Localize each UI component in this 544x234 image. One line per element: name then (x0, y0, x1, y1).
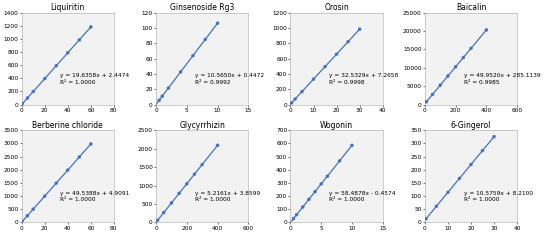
Point (189, 54, 197, 58)
Point (23, 96, 32, 100)
Point (344, 40, 353, 44)
Point (190, 172, 199, 176)
Point (459, 56, 468, 59)
Point (29, 207, 38, 211)
Point (436, 83, 444, 87)
Point (478, 149, 487, 153)
Point (305, 197, 313, 201)
Title: Wogonin: Wogonin (320, 121, 353, 130)
Point (292, 213, 301, 217)
Point (75, 155, 84, 159)
Point (490, 135, 498, 139)
Text: y = 32.5329x + 7.2658
R² = 0.9998: y = 32.5329x + 7.2658 R² = 0.9998 (329, 73, 398, 85)
Point (18, 102, 27, 106)
Text: y = 5.2161x + 3.8599
R² = 1.0000: y = 5.2161x + 3.8599 R² = 1.0000 (195, 191, 260, 202)
Title: Ginsenoside Rg3: Ginsenoside Rg3 (170, 4, 234, 12)
Point (153, 218, 162, 222)
Point (86, 142, 95, 146)
Point (52, 64, 60, 68)
Point (40, 194, 49, 198)
Point (159, 211, 168, 214)
Point (348, 144, 356, 147)
Point (332, 52, 341, 56)
Point (52, 181, 60, 185)
Point (317, 182, 325, 186)
Point (467, 47, 475, 50)
Point (443, 190, 452, 194)
Point (29, 90, 38, 93)
Point (40, 77, 49, 80)
Title: Berberine chloride: Berberine chloride (33, 121, 103, 130)
Point (320, 65, 329, 69)
Point (213, 21, 222, 25)
Point (167, 201, 176, 205)
Point (428, 92, 437, 96)
Title: Liquiritin: Liquiritin (51, 4, 85, 12)
Point (75, 38, 84, 42)
Title: Glycyrrhizin: Glycyrrhizin (179, 121, 225, 130)
Title: 6-Gingerol: 6-Gingerol (451, 121, 491, 130)
Point (287, 101, 296, 105)
Point (443, 74, 452, 78)
Text: y = 10.5650x + 0.4472
R² = 0.9992: y = 10.5650x + 0.4472 R² = 0.9992 (195, 73, 264, 85)
Text: y = 19.6358x + 2.4474
R² = 1.0000: y = 19.6358x + 2.4474 R² = 1.0000 (60, 73, 129, 85)
Point (455, 177, 464, 180)
Point (176, 70, 185, 74)
Point (64, 51, 72, 55)
Point (213, 143, 222, 147)
Point (335, 159, 344, 163)
Point (422, 217, 430, 221)
Point (175, 191, 183, 195)
Point (182, 182, 191, 186)
Point (432, 204, 441, 208)
Point (422, 100, 431, 104)
Point (18, 220, 27, 223)
Point (299, 205, 307, 209)
Text: y = 10.5759x + 8.2100
R² = 1.0000: y = 10.5759x + 8.2100 R² = 1.0000 (463, 191, 533, 202)
Text: y = 58.4878x - 0.4574
R² = 1.0000: y = 58.4878x - 0.4574 R² = 1.0000 (329, 191, 395, 202)
Point (289, 217, 298, 220)
Point (355, 27, 364, 31)
Point (298, 90, 306, 93)
Point (482, 28, 491, 32)
Point (155, 98, 164, 102)
Point (451, 65, 460, 69)
Point (164, 86, 172, 90)
Point (311, 190, 319, 194)
Title: Orosin: Orosin (324, 4, 349, 12)
Point (198, 163, 207, 166)
Point (64, 168, 72, 172)
Point (290, 97, 299, 101)
Point (86, 25, 95, 29)
Text: y = 49.9520x + 285.1139
R² = 0.9985: y = 49.9520x + 285.1139 R² = 0.9985 (463, 73, 540, 85)
Point (23, 214, 32, 218)
Text: y = 49.5388x + 4.9091
R² = 1.0000: y = 49.5388x + 4.9091 R² = 1.0000 (60, 191, 129, 202)
Point (309, 77, 318, 81)
Point (467, 163, 475, 166)
Title: Baicalin: Baicalin (456, 4, 486, 12)
Point (323, 174, 332, 178)
Point (201, 38, 209, 41)
Point (158, 94, 166, 98)
